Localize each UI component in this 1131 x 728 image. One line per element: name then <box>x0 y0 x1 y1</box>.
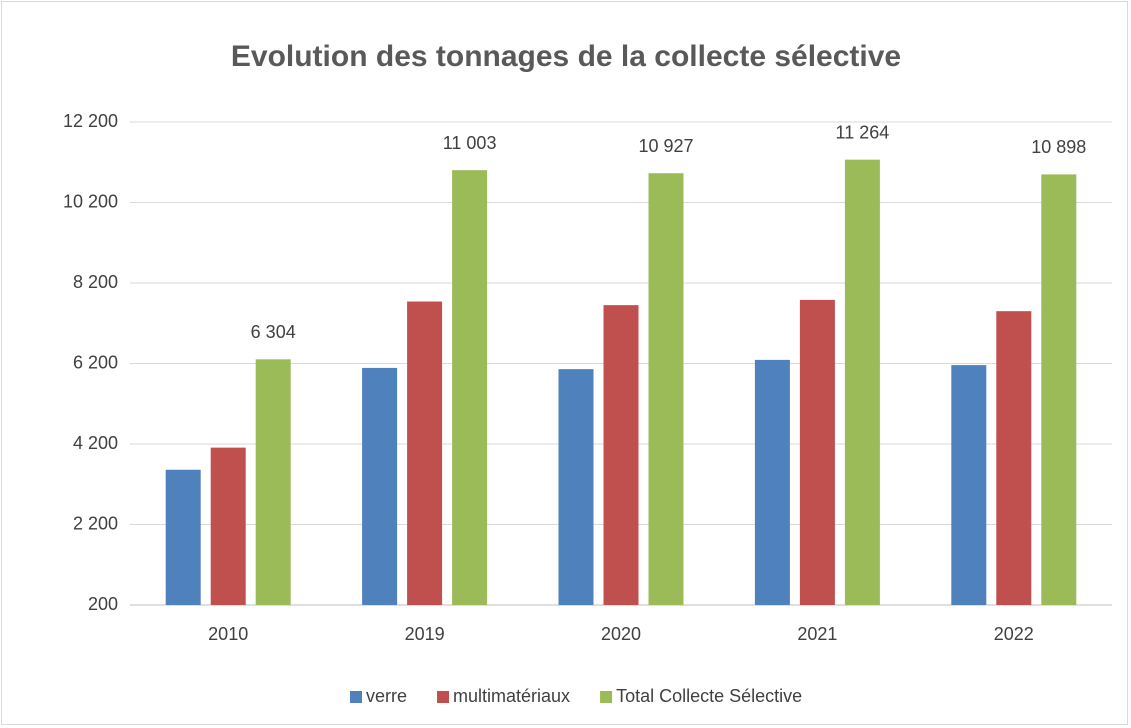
x-tick-label: 2020 <box>601 624 641 644</box>
bar <box>799 299 835 605</box>
x-tick-label: 2019 <box>405 624 445 644</box>
y-tick-label: 6 200 <box>73 352 118 372</box>
bar <box>165 469 201 605</box>
bar <box>1041 174 1077 605</box>
x-tick-label: 2022 <box>994 624 1034 644</box>
legend-swatch <box>600 691 613 703</box>
legend-label: multimatériaux <box>453 686 570 706</box>
y-tick-label: 10 200 <box>63 191 118 211</box>
x-tick-label: 2010 <box>208 624 248 644</box>
data-label: 11 264 <box>836 122 890 142</box>
chart-title: Evolution des tonnages de la collecte sé… <box>231 40 901 73</box>
y-tick-label: 2 200 <box>73 513 118 533</box>
data-label: 11 003 <box>443 133 497 153</box>
y-tick-label: 12 200 <box>63 111 118 131</box>
bar <box>754 359 790 605</box>
bar <box>844 159 880 605</box>
bar <box>603 305 639 605</box>
bar <box>407 301 443 605</box>
bar <box>996 311 1032 605</box>
legend-swatch <box>437 691 450 703</box>
bar <box>255 359 291 605</box>
y-tick-label: 8 200 <box>73 272 118 292</box>
y-tick-label: 200 <box>88 594 118 614</box>
bar <box>558 369 594 605</box>
y-tick-label: 4 200 <box>73 433 118 453</box>
legend-label: Total Collecte Sélective <box>616 686 802 706</box>
bar <box>648 173 684 605</box>
legend-swatch <box>350 691 362 703</box>
bar <box>210 447 246 605</box>
x-tick-label: 2021 <box>797 624 837 644</box>
data-label: 10 898 <box>1031 137 1086 157</box>
bar <box>362 367 398 605</box>
bar <box>951 365 987 605</box>
legend-label: verre <box>366 686 407 706</box>
data-label: 10 927 <box>638 136 693 156</box>
bar <box>452 170 488 605</box>
data-label: 6 304 <box>251 322 296 342</box>
